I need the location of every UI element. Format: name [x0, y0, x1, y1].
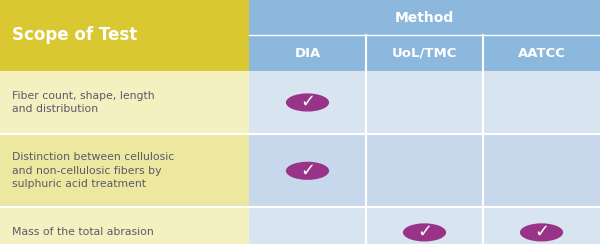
Text: Distinction between cellulosic
and non-cellulosic fibers by
sulphuric acid treat: Distinction between cellulosic and non-c… — [12, 152, 174, 189]
Bar — [249, 35, 366, 71]
Text: ✓: ✓ — [534, 223, 549, 241]
Text: ✓: ✓ — [417, 223, 432, 241]
Text: Fiber count, shape, length
and distribution: Fiber count, shape, length and distribut… — [12, 91, 155, 114]
Bar — [366, 35, 483, 71]
Ellipse shape — [520, 223, 563, 242]
Bar — [483, 71, 600, 134]
Bar — [0, 0, 249, 71]
Bar — [483, 207, 600, 244]
Ellipse shape — [403, 223, 446, 242]
Bar — [366, 71, 483, 134]
Text: Mass of the total abrasion: Mass of the total abrasion — [12, 227, 154, 237]
Bar — [0, 71, 249, 134]
Text: ✓: ✓ — [300, 161, 315, 179]
Bar — [0, 207, 249, 244]
Ellipse shape — [286, 93, 329, 112]
Text: Method: Method — [395, 11, 454, 25]
Bar — [249, 71, 366, 134]
Bar — [366, 207, 483, 244]
Bar — [483, 134, 600, 207]
Bar — [0, 134, 249, 207]
Text: UoL/TMC: UoL/TMC — [392, 47, 457, 60]
Text: Scope of Test: Scope of Test — [12, 26, 137, 44]
Text: ✓: ✓ — [300, 93, 315, 111]
Bar — [483, 35, 600, 71]
Text: DIA: DIA — [295, 47, 320, 60]
Ellipse shape — [286, 162, 329, 180]
Bar — [249, 207, 366, 244]
Bar — [366, 134, 483, 207]
Bar — [249, 0, 600, 35]
Text: AATCC: AATCC — [518, 47, 565, 60]
Bar — [249, 134, 366, 207]
